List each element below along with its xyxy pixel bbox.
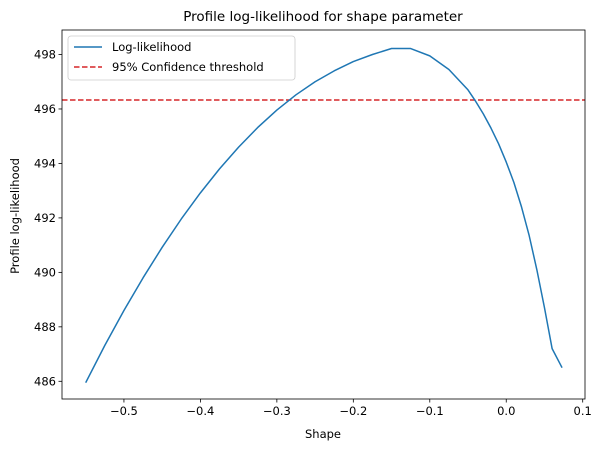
plot-area	[61, 29, 586, 400]
y-tick-label: 486	[34, 374, 56, 388]
y-tick-label: 498	[34, 48, 56, 62]
x-tick-label: −0.2	[339, 404, 367, 418]
y-tick-label: 496	[34, 102, 56, 116]
x-tick-label: 0.0	[497, 404, 515, 418]
y-axis-label: Profile log-likelihood	[8, 158, 22, 274]
chart-title: Profile log-likelihood for shape paramet…	[183, 9, 463, 25]
legend-label-threshold: 95% Confidence threshold	[112, 60, 264, 74]
y-tick-label: 492	[34, 211, 56, 225]
y-tick-label: 494	[34, 156, 56, 170]
legend-label-log-likelihood: Log-likelihood	[112, 40, 191, 54]
legend-box	[67, 35, 296, 81]
y-axis: 486 488 490 492 494 496 498	[34, 48, 62, 388]
y-tick-label: 488	[34, 320, 56, 334]
legend: Log-likelihood 95% Confidence threshold	[67, 35, 296, 81]
x-tick-label: −0.1	[416, 404, 444, 418]
x-tick-label: 0.1	[574, 404, 592, 418]
log-likelihood-line	[85, 47, 563, 384]
x-tick-label: −0.3	[263, 404, 291, 418]
axes-frame	[61, 29, 586, 400]
x-axis-label: Shape	[305, 427, 341, 441]
x-tick-label: −0.4	[186, 404, 214, 418]
x-axis: −0.5 −0.4 −0.3 −0.2 −0.1 0.0 0.1	[110, 399, 592, 418]
x-tick-label: −0.5	[110, 404, 138, 418]
y-tick-label: 490	[34, 265, 56, 279]
